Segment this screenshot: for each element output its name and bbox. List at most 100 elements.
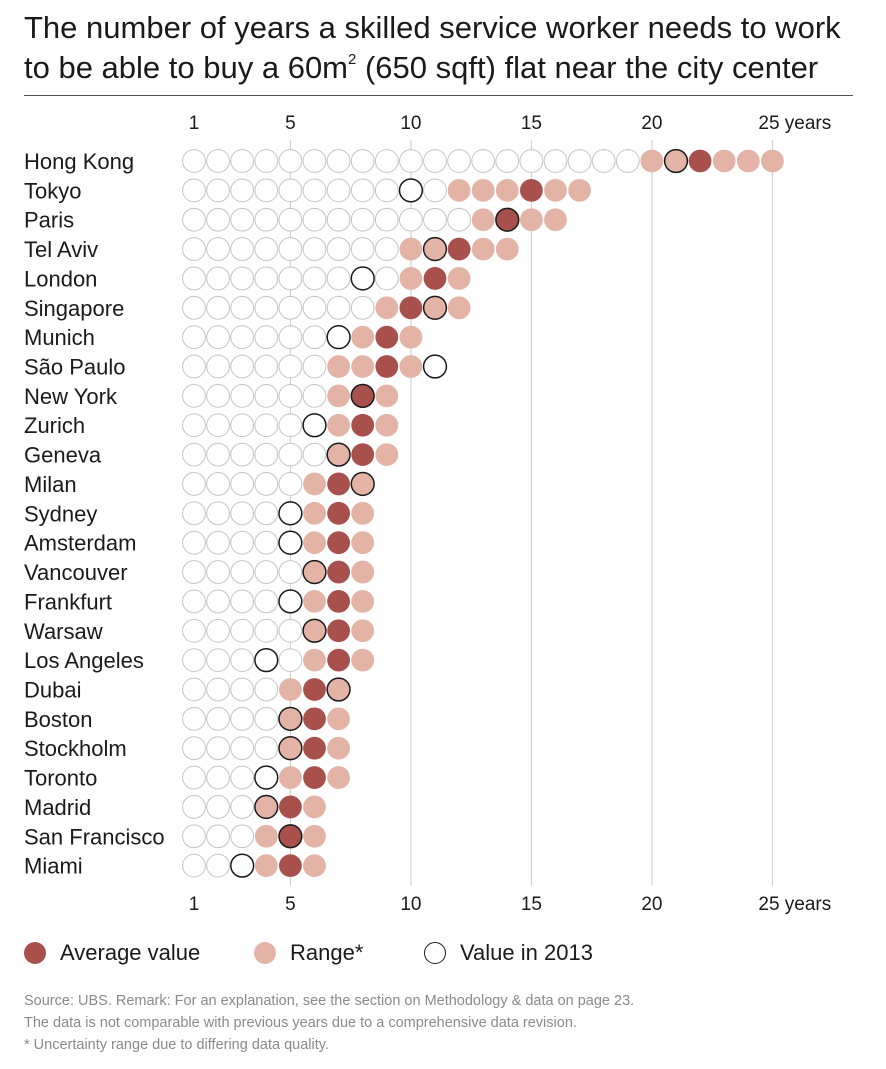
average-dot-7	[327, 648, 350, 672]
row-hong-kong: Hong Kong	[24, 148, 784, 174]
empty-dot-1	[182, 765, 206, 790]
empty-dot-1	[182, 560, 206, 584]
row-tel-aviv: Tel Aviv	[24, 236, 519, 262]
empty-dot-9	[374, 237, 399, 261]
city-label: Warsaw	[24, 619, 103, 644]
uncertainty-note: * Uncertainty range due to differing dat…	[24, 1037, 329, 1053]
range-dot-8	[351, 325, 375, 349]
empty-dot-6	[302, 383, 327, 408]
empty-dot-3	[230, 795, 255, 819]
range-dot-6	[303, 795, 326, 819]
city-label: Munich	[24, 325, 95, 350]
average-dot-9	[375, 325, 399, 349]
empty-dot-3	[230, 706, 255, 731]
city-label: Los Angeles	[24, 648, 144, 673]
range-dot-6	[303, 472, 326, 496]
empty-dot-2	[206, 383, 231, 408]
range-dot-9	[375, 413, 399, 437]
range-dot-7	[327, 413, 350, 437]
average-dot-6	[303, 766, 326, 789]
city-label: São Paulo	[24, 355, 126, 380]
range-dot-14	[495, 237, 519, 261]
tick-label-top-10: 10	[400, 113, 421, 134]
empty-dot-2	[206, 325, 231, 350]
empty-dot-19	[615, 149, 640, 173]
empty-dot-value-2013-4	[254, 647, 279, 673]
range-dot-8	[351, 355, 375, 378]
empty-dot-6	[302, 207, 327, 232]
city-label: Tel Aviv	[24, 237, 98, 262]
empty-dot-4	[254, 501, 279, 526]
empty-dot-1	[182, 266, 206, 291]
empty-dot-6	[302, 237, 327, 261]
city-label: Boston	[24, 707, 93, 732]
empty-dot-2	[206, 795, 231, 819]
empty-dot-5	[278, 442, 303, 467]
range-dot-7	[327, 766, 350, 789]
average-dot-7	[327, 472, 350, 496]
empty-dot-3	[230, 354, 255, 379]
empty-dot-4	[254, 560, 279, 584]
tick-label-bottom-20: 20	[641, 894, 662, 915]
row-paris: Paris	[24, 207, 567, 233]
row-frankfurt: Frankfurt	[24, 589, 375, 614]
empty-dot-1	[182, 677, 206, 702]
average-dot-7	[327, 619, 350, 643]
range-dot-value-2013-6	[302, 618, 327, 643]
range-dot-9	[375, 384, 399, 408]
empty-dot-5	[278, 266, 303, 291]
empty-dot-3	[230, 325, 255, 350]
range-dot-20	[640, 149, 664, 173]
tick-label-top-15: 15	[521, 113, 542, 134]
average-dot-6	[303, 678, 326, 701]
empty-dot-3	[230, 824, 255, 849]
empty-dot-4	[254, 736, 279, 761]
empty-dot-2	[206, 178, 231, 203]
range-dot-7	[327, 707, 350, 731]
range-dot-8	[351, 501, 375, 525]
range-dot-13	[471, 208, 495, 232]
range-dot-5	[279, 678, 302, 701]
comparability-note: The data is not comparable with previous…	[24, 1015, 577, 1031]
empty-dot-1	[182, 442, 206, 467]
empty-dot-1	[182, 325, 206, 350]
empty-dot-9	[374, 207, 399, 232]
city-label: Sydney	[24, 501, 97, 526]
average-dot-7	[327, 560, 350, 584]
row-singapore: Singapore	[24, 295, 471, 321]
tick-label-bottom-15: 15	[521, 894, 542, 915]
empty-dot-1	[182, 530, 206, 555]
empty-dot-5	[278, 383, 303, 408]
empty-dot-value-2013-6	[302, 413, 327, 438]
source-note: Source: UBS. Remark: For an explanation,…	[24, 993, 635, 1009]
empty-dot-4	[254, 530, 279, 555]
empty-dot-2	[206, 501, 231, 526]
empty-dot-2	[206, 706, 231, 731]
range-dot-9	[375, 443, 399, 466]
empty-dot-17	[567, 149, 592, 173]
range-dot-6	[303, 501, 326, 525]
city-label: London	[24, 266, 97, 291]
empty-dot-3	[230, 765, 255, 790]
average-dot-6	[303, 736, 326, 760]
empty-dot-value-2013-5	[278, 530, 303, 555]
empty-dot-5	[278, 648, 303, 673]
empty-dot-11	[423, 178, 447, 203]
empty-dot-16	[543, 149, 568, 173]
empty-dot-1	[182, 824, 206, 849]
legend: Average value Range* Value in 2013	[0, 940, 886, 972]
range-dot-23	[712, 149, 736, 173]
range-dot-13	[471, 237, 495, 261]
empty-dot-4	[254, 354, 279, 379]
empty-dot-4	[254, 383, 279, 408]
empty-dot-3	[230, 237, 255, 261]
empty-dot-7	[326, 178, 351, 203]
empty-dot-2	[206, 589, 231, 614]
empty-dot-2	[206, 237, 231, 261]
city-label: Tokyo	[24, 178, 81, 203]
range-dot-6	[303, 824, 326, 848]
chart-title-line-1: The number of years a skilled service wo…	[24, 10, 841, 45]
empty-dot-3	[230, 618, 255, 643]
empty-dot-3	[230, 295, 255, 320]
empty-dot-value-2013-3	[230, 853, 255, 878]
